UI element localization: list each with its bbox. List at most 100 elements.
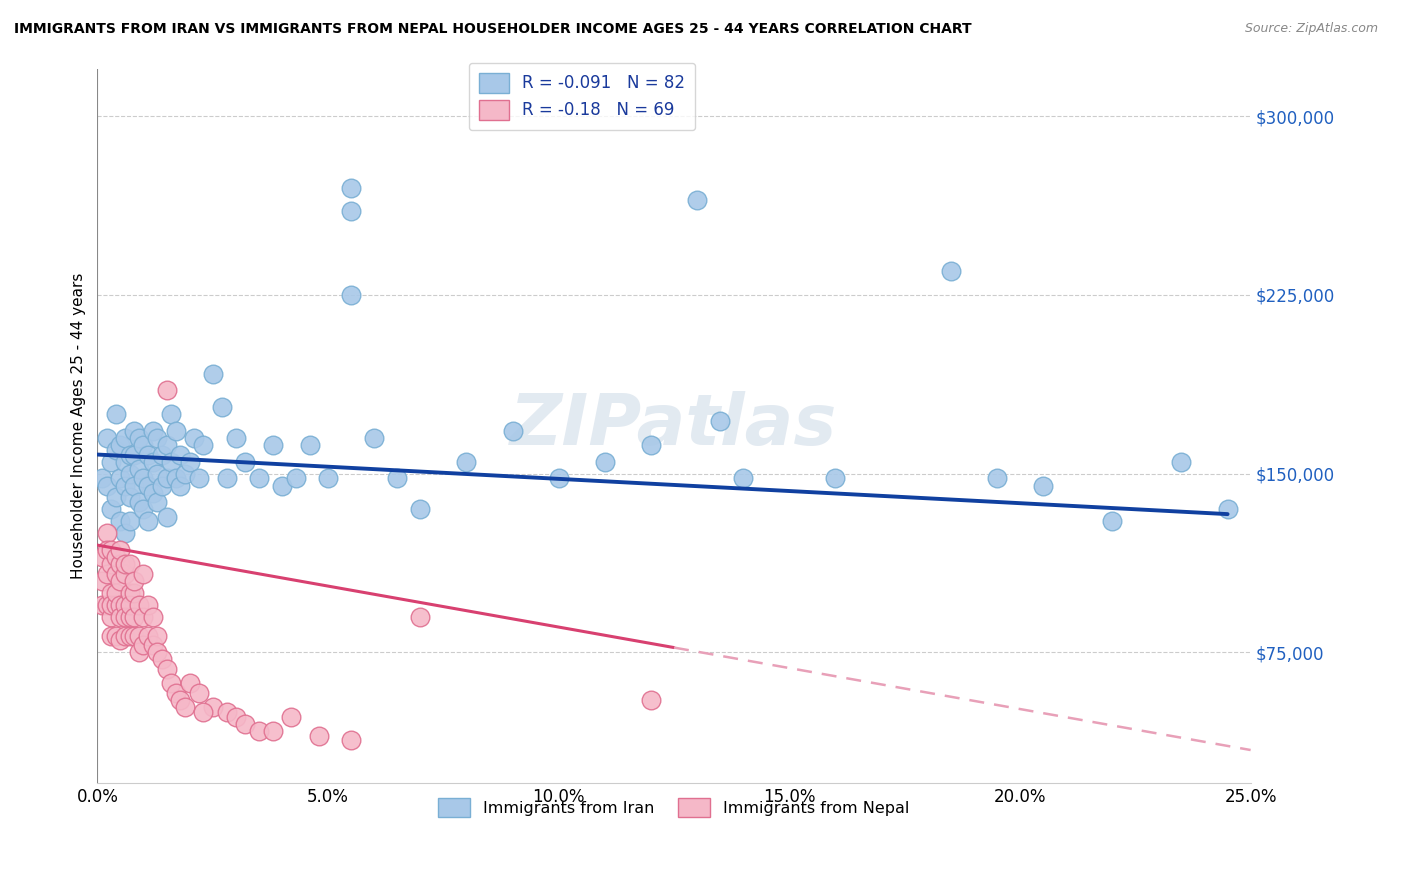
Point [160,455,183,469]
Point [939,264,962,278]
Point [146,629,169,643]
Point [201,367,224,381]
Point [284,471,307,485]
Point [174,700,197,714]
Point [118,598,141,612]
Point [262,438,284,452]
Point [340,204,363,219]
Point [142,424,165,438]
Point [122,586,145,600]
Point [1032,478,1054,492]
Point [686,193,709,207]
Point [122,609,145,624]
Point [547,471,569,485]
Point [114,566,136,581]
Point [150,478,173,492]
Point [179,455,201,469]
Point [110,609,132,624]
Point [110,574,132,588]
Point [122,448,145,462]
Point [136,629,159,643]
Point [110,557,132,571]
Point [128,495,150,509]
Point [128,645,150,659]
Point [409,609,432,624]
Point [502,424,524,438]
Point [118,586,141,600]
Point [160,676,183,690]
Text: Source: ZipAtlas.com: Source: ZipAtlas.com [1244,22,1378,36]
Point [100,542,122,557]
Point [187,686,209,700]
Point [136,478,159,492]
Point [262,723,284,738]
Point [132,471,155,485]
Point [169,478,191,492]
Point [363,431,385,445]
Point [280,709,302,723]
Point [110,438,132,452]
Point [104,629,127,643]
Point [118,609,141,624]
Point [100,629,122,643]
Point [91,598,114,612]
Point [165,424,187,438]
Point [155,662,177,676]
Point [387,471,409,485]
Point [122,574,145,588]
Point [136,448,159,462]
Point [110,633,132,648]
Point [340,180,363,194]
Point [104,598,127,612]
Point [122,629,145,643]
Point [709,414,731,428]
Point [132,609,155,624]
Point [316,471,339,485]
Point [1101,514,1123,528]
Point [100,609,122,624]
Point [142,485,165,500]
Point [640,438,662,452]
Point [215,471,238,485]
Point [96,478,118,492]
Point [247,723,270,738]
Point [128,629,150,643]
Text: IMMIGRANTS FROM IRAN VS IMMIGRANTS FROM NEPAL HOUSEHOLDER INCOME AGES 25 - 44 YE: IMMIGRANTS FROM IRAN VS IMMIGRANTS FROM … [14,22,972,37]
Point [91,471,114,485]
Point [174,467,197,481]
Point [193,705,215,719]
Point [91,549,114,564]
Point [100,557,122,571]
Point [155,471,177,485]
Point [96,542,118,557]
Point [824,471,846,485]
Point [110,542,132,557]
Point [114,557,136,571]
Point [179,676,201,690]
Point [128,462,150,476]
Point [104,549,127,564]
Point [110,598,132,612]
Point [986,471,1008,485]
Point [132,502,155,516]
Point [110,471,132,485]
Point [640,693,662,707]
Point [128,598,150,612]
Point [155,383,177,397]
Point [155,438,177,452]
Point [132,566,155,581]
Point [146,645,169,659]
Point [136,598,159,612]
Point [150,448,173,462]
Point [1216,502,1239,516]
Point [114,629,136,643]
Point [169,693,191,707]
Point [118,448,141,462]
Point [104,491,127,505]
Point [128,431,150,445]
Point [409,502,432,516]
Point [215,705,238,719]
Point [169,448,191,462]
Point [132,438,155,452]
Point [340,288,363,302]
